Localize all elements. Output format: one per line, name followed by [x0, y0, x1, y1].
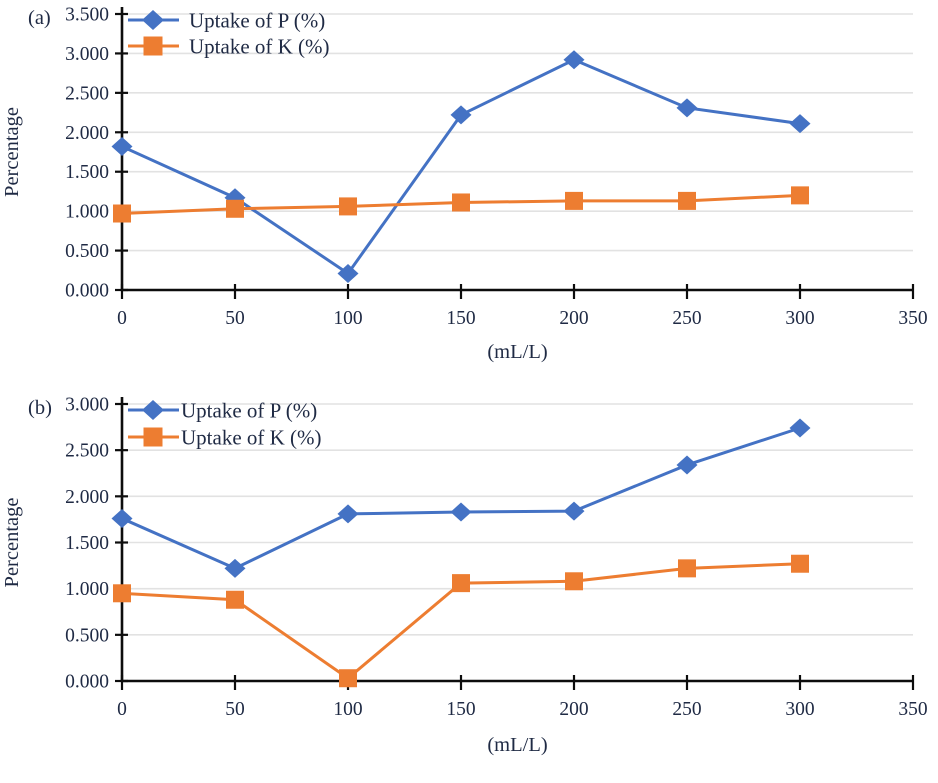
y-tick-label: 1.500 [65, 162, 109, 183]
data-point-marker [111, 136, 133, 156]
chart-panel-a: 0.000 0.500 1.000 1.500 2.000 2.500 3.000 3.500… [1, 5, 928, 364]
data-point-marker [143, 427, 163, 447]
data-point-marker [678, 191, 696, 210]
y-tick-label: 2.000 [65, 123, 109, 144]
x-tick-label: 350 [898, 308, 927, 329]
data-point-marker [113, 204, 131, 223]
legend-label: Uptake of K (%) [189, 35, 330, 59]
x-tick-label: 150 [446, 308, 475, 329]
y-tick-label: 1.500 [65, 533, 109, 554]
x-tick-label: 0 [117, 699, 127, 720]
data-point-marker [450, 105, 472, 125]
x-tick-label: 0 [117, 308, 127, 329]
legend-item: Uptake of K (%) [128, 426, 322, 450]
y-tick-label: 2.000 [65, 487, 109, 508]
data-point-marker [676, 98, 698, 118]
data-point-marker [224, 558, 246, 578]
y-tick-label: 3.000 [65, 44, 109, 65]
y-tick-label: 0.000 [65, 281, 109, 302]
x-tick-label: 250 [672, 308, 701, 329]
data-point-marker [337, 504, 359, 524]
series-k [113, 554, 809, 688]
x-axis-title: (mL/L) [487, 734, 547, 756]
data-point-marker [339, 669, 357, 688]
x-tick-label: 300 [785, 308, 814, 329]
legend-label: Uptake of P (%) [189, 9, 325, 33]
y-axis-title: Percentage [1, 498, 23, 588]
x-tick-label: 50 [225, 308, 245, 329]
series-p [111, 50, 811, 283]
y-tick-label: 2.500 [65, 83, 109, 104]
series-k [113, 186, 809, 223]
x-axis-title: (mL/L) [487, 341, 547, 363]
y-tick-label: 3.500 [65, 5, 109, 26]
data-point-marker [113, 584, 131, 603]
data-point-marker [565, 191, 583, 210]
x-tick-label: 350 [898, 699, 927, 720]
data-point-marker [142, 10, 164, 30]
y-tick-label: 2.500 [65, 441, 109, 462]
data-point-marker [563, 50, 585, 70]
data-point-marker [789, 418, 811, 438]
data-point-marker [678, 559, 696, 578]
data-point-marker [226, 590, 244, 609]
legend-label: Uptake of K (%) [181, 426, 322, 450]
y-tick-label: 3.000 [65, 395, 109, 416]
x-tick-label: 200 [559, 308, 588, 329]
legend-label: Uptake of P (%) [181, 399, 317, 423]
y-tick-label: 0.500 [65, 241, 109, 262]
data-point-marker [111, 508, 133, 528]
x-tick-label: 300 [785, 699, 814, 720]
legend-item: Uptake of P (%) [128, 9, 325, 33]
legend-item: Uptake of K (%) [128, 35, 330, 59]
x-tick-label: 100 [333, 699, 362, 720]
legend: Uptake of P (%)Uptake of K (%) [128, 9, 330, 59]
data-point-marker [339, 197, 357, 216]
legend-item: Uptake of P (%) [128, 399, 317, 423]
x-tick-label: 200 [559, 699, 588, 720]
y-tick-label: 0.500 [65, 625, 109, 646]
data-point-marker [791, 554, 809, 573]
data-point-marker [791, 186, 809, 205]
legend: Uptake of P (%) Uptake of K (%) [128, 399, 322, 450]
data-point-marker [676, 455, 698, 475]
x-tick-label: 100 [333, 308, 362, 329]
data-point-marker [452, 574, 470, 593]
y-tick-label: 0.000 [65, 672, 109, 693]
data-point-marker [142, 400, 164, 420]
chart-panel-b: 0.000 0.500 1.000 1.500 2.000 2.500 3.000 0 50 10… [1, 395, 928, 757]
data-point-marker [143, 36, 163, 56]
data-point-marker [226, 199, 244, 218]
data-point-marker [565, 572, 583, 591]
series-line [121, 58, 801, 276]
x-tick-label: 150 [446, 699, 475, 720]
series-p [111, 418, 811, 578]
data-point-marker [337, 263, 359, 283]
data-point-marker [789, 114, 811, 134]
x-tick-label: 50 [225, 699, 245, 720]
y-tick-label: 1.000 [65, 579, 109, 600]
y-tick-label: 1.000 [65, 202, 109, 223]
data-point-marker [452, 193, 470, 212]
panel-label: (a) [28, 7, 51, 29]
y-axis-title: Percentage [1, 107, 23, 197]
data-point-marker [450, 502, 472, 522]
x-tick-label: 250 [672, 699, 701, 720]
panel-label: (b) [28, 397, 52, 419]
data-point-marker [563, 501, 585, 521]
